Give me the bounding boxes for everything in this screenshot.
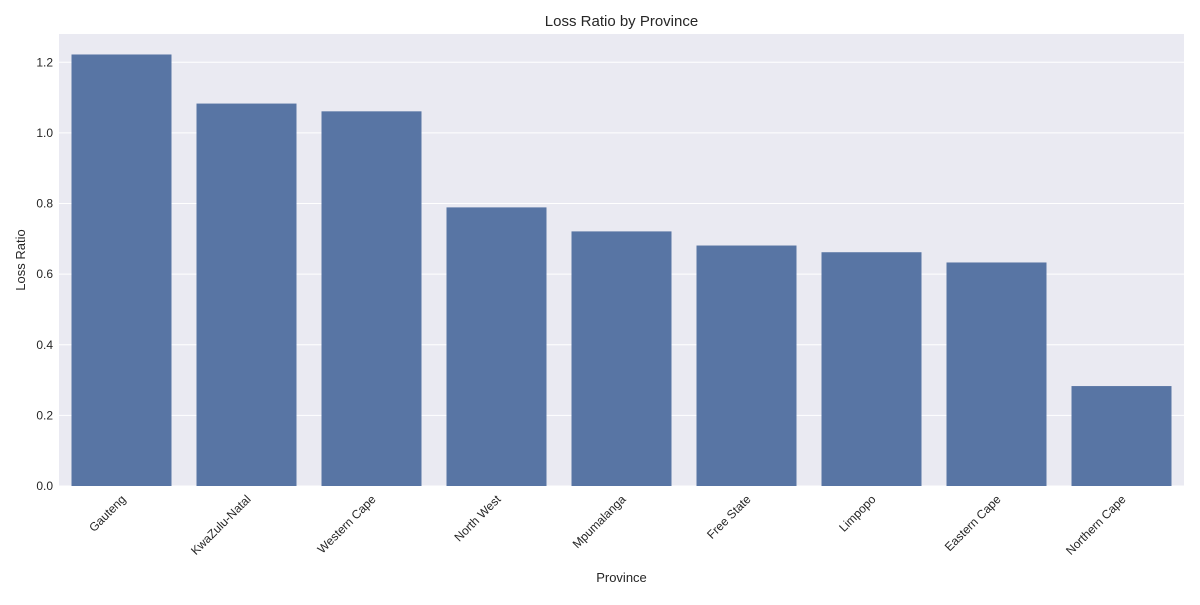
x-tick-label: North West xyxy=(451,492,504,545)
x-tick-label: Mpumalanga xyxy=(570,492,629,551)
x-tick-label: Eastern Cape xyxy=(942,492,1004,554)
chart-title: Loss Ratio by Province xyxy=(545,13,698,30)
bars xyxy=(71,54,1172,487)
x-tick-label: Western Cape xyxy=(315,492,379,556)
bar-free-state xyxy=(696,245,797,486)
x-axis-label: Province xyxy=(596,570,647,585)
bar-western-cape xyxy=(321,111,422,486)
bar-kwazulu-natal xyxy=(196,103,297,487)
x-tick-label: Free State xyxy=(704,492,754,542)
y-tick-label: 0.6 xyxy=(36,267,53,281)
y-tick-label: 0.0 xyxy=(36,479,53,493)
y-axis-ticks: 0.0 0.2 0.4 0.6 0.8 1.0 1.2 xyxy=(36,55,53,493)
bar-gauteng xyxy=(71,54,172,486)
x-tick-label: Northern Cape xyxy=(1063,492,1129,558)
bar-north-west xyxy=(446,207,547,486)
y-axis-label: Loss Ratio xyxy=(13,229,28,290)
bar-eastern-cape xyxy=(946,262,1047,486)
bar-mpumalanga xyxy=(571,231,672,486)
y-tick-label: 0.2 xyxy=(36,408,53,422)
y-tick-label: 0.4 xyxy=(36,338,53,352)
x-tick-label: Gauteng xyxy=(86,492,128,534)
y-tick-label: 0.8 xyxy=(36,197,53,211)
x-tick-label: KwaZulu-Natal xyxy=(188,492,254,558)
bar-limpopo xyxy=(821,252,922,486)
y-tick-label: 1.2 xyxy=(36,55,53,69)
bar-northern-cape xyxy=(1071,386,1172,486)
x-axis-ticks: Gauteng KwaZulu-Natal Western Cape North We… xyxy=(86,492,1129,558)
y-tick-label: 1.0 xyxy=(36,126,53,140)
x-tick-label: Limpopo xyxy=(836,492,879,535)
